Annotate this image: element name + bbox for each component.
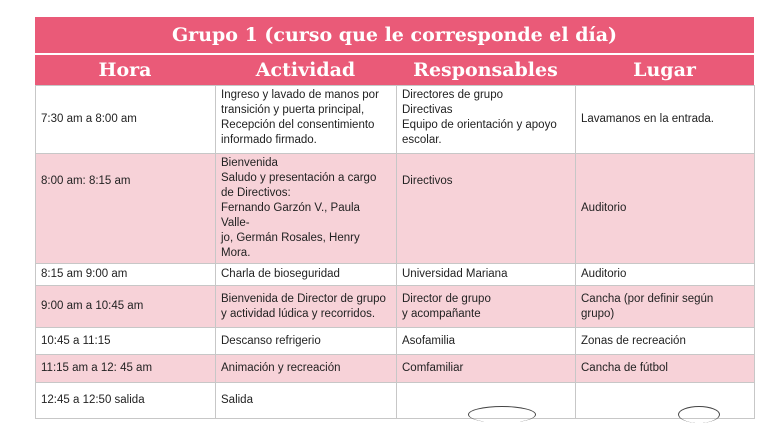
cell-hora: 8:15 am 9:00 am bbox=[35, 263, 216, 286]
cell-lugar: Zonas de recreación bbox=[575, 327, 755, 355]
decorative-arc-left bbox=[468, 406, 536, 423]
cell-actividad: Bienvenida Saludo y presentación a cargo… bbox=[215, 153, 397, 264]
cell-actividad: Charla de bioseguridad bbox=[215, 263, 397, 286]
cell-responsables: Directores de grupo Directivas Equipo de… bbox=[396, 85, 576, 154]
cell-lugar bbox=[575, 382, 755, 419]
cell-hora: 12:45 a 12:50 salida bbox=[35, 382, 216, 419]
header-row: Hora Actividad Responsables Lugar bbox=[35, 55, 754, 85]
schedule-table: 7:30 am a 8:00 am Ingreso y lavado de ma… bbox=[35, 85, 755, 419]
cell-hora: 10:45 a 11:15 bbox=[35, 327, 216, 355]
cell-hora: 7:30 am a 8:00 am bbox=[35, 85, 216, 154]
cell-responsables: Comfamiliar bbox=[396, 354, 576, 383]
cell-lugar: Cancha (por definir según grupo) bbox=[575, 285, 755, 328]
header-lugar: Lugar bbox=[633, 59, 696, 81]
cell-actividad: Animación y recreación bbox=[215, 354, 397, 383]
schedule-table-frame: Grupo 1 (curso que le corresponde el día… bbox=[35, 17, 755, 419]
table-row: 7:30 am a 8:00 am Ingreso y lavado de ma… bbox=[35, 85, 755, 154]
table-row: 8:15 am 9:00 am Charla de bioseguridad U… bbox=[35, 263, 755, 286]
header-actividad: Actividad bbox=[255, 59, 356, 81]
cell-responsables: Director de grupo y acompañante bbox=[396, 285, 576, 328]
cell-actividad: Salida bbox=[215, 382, 397, 419]
cell-lugar: Auditorio bbox=[575, 263, 755, 286]
table-row: 9:00 am a 10:45 am Bienvenida de Directo… bbox=[35, 285, 755, 328]
title-divider bbox=[35, 53, 754, 55]
cell-responsables: Universidad Mariana bbox=[396, 263, 576, 286]
decorative-arc-right bbox=[678, 406, 720, 423]
cell-hora: 11:15 am a 12: 45 am bbox=[35, 354, 216, 383]
table-row: 10:45 a 11:15 Descanso refrigerio Asofam… bbox=[35, 327, 755, 355]
cell-lugar: Auditorio bbox=[575, 153, 755, 264]
cell-actividad: Descanso refrigerio bbox=[215, 327, 397, 355]
cell-responsables: Asofamilia bbox=[396, 327, 576, 355]
cell-hora: 9:00 am a 10:45 am bbox=[35, 285, 216, 328]
cell-lugar: Cancha de fútbol bbox=[575, 354, 755, 383]
cell-responsables: Directivos bbox=[396, 153, 576, 264]
table-row: 11:15 am a 12: 45 am Animación y recreac… bbox=[35, 354, 755, 383]
cell-actividad: Ingreso y lavado de manos por transición… bbox=[215, 85, 397, 154]
header-hora: Hora bbox=[98, 59, 152, 81]
cell-lugar: Lavamanos en la entrada. bbox=[575, 85, 755, 154]
header-responsables: Responsables bbox=[413, 59, 558, 81]
table-title: Grupo 1 (curso que le corresponde el día… bbox=[35, 17, 754, 53]
table-row: 12:45 a 12:50 salida Salida bbox=[35, 382, 755, 419]
cell-hora: 8:00 am: 8:15 am bbox=[35, 153, 216, 264]
table-row: 8:00 am: 8:15 am Bienvenida Saludo y pre… bbox=[35, 153, 755, 264]
cell-actividad: Bienvenida de Director de grupo y activi… bbox=[215, 285, 397, 328]
